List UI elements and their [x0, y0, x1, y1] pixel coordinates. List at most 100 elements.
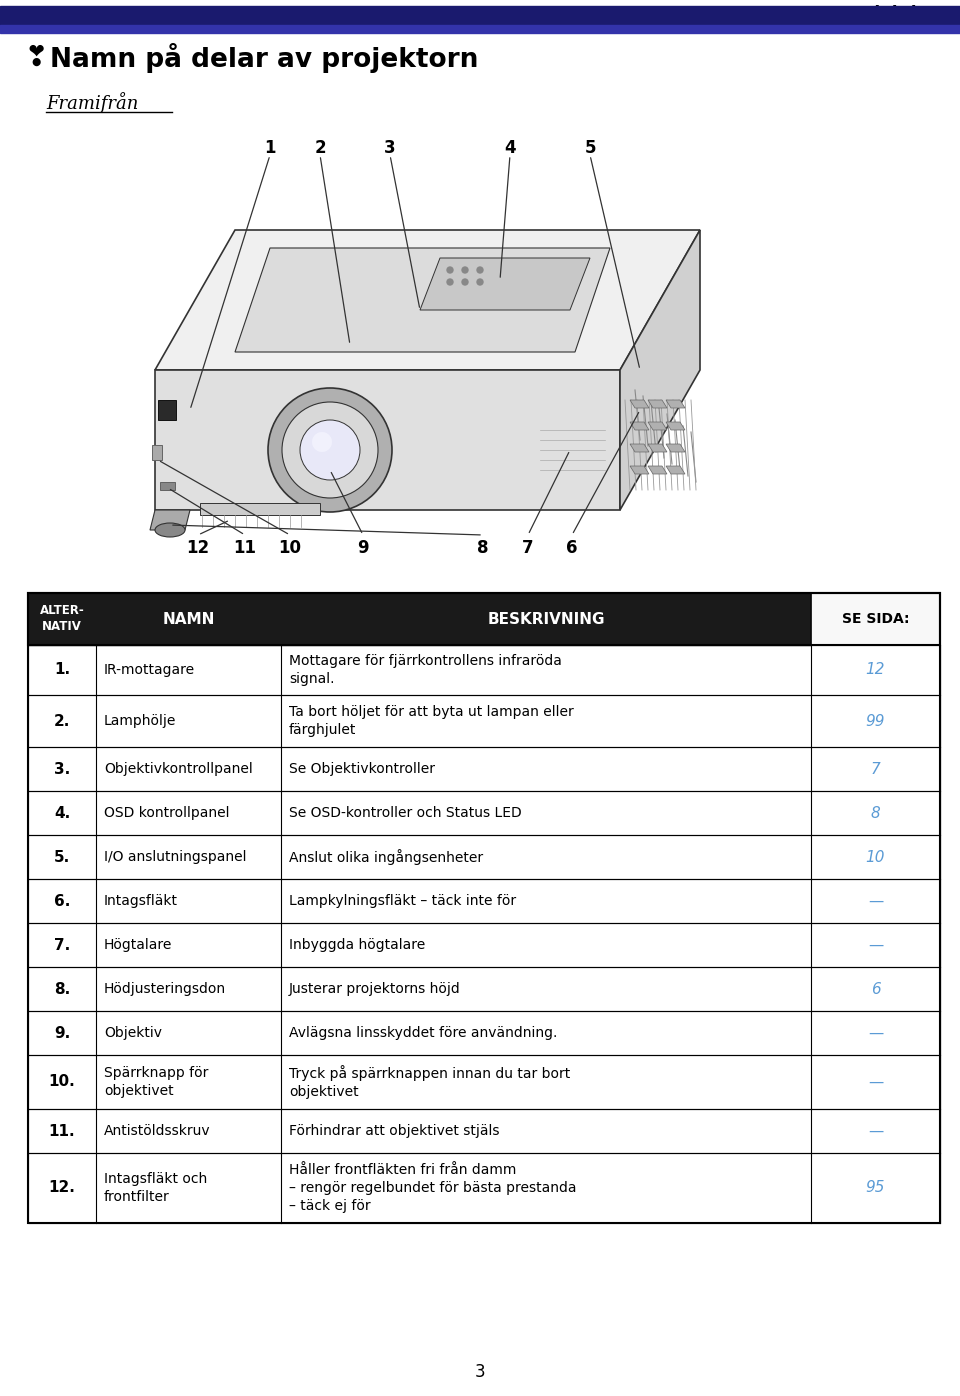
- Text: 4: 4: [504, 140, 516, 156]
- Text: 6: 6: [566, 539, 578, 557]
- Text: IR-mottagare: IR-mottagare: [104, 663, 195, 677]
- Bar: [811, 593, 940, 645]
- Polygon shape: [420, 258, 590, 310]
- Text: 10: 10: [278, 539, 301, 557]
- Text: —: —: [868, 1124, 883, 1139]
- Polygon shape: [150, 510, 190, 530]
- Bar: [200, 503, 320, 515]
- Text: 99: 99: [866, 713, 885, 729]
- Text: Högtalare: Högtalare: [104, 938, 173, 952]
- Text: Se OSD-kontroller och Status LED: Se OSD-kontroller och Status LED: [289, 805, 521, 819]
- Text: NAMN: NAMN: [162, 611, 215, 627]
- Circle shape: [268, 388, 392, 512]
- Text: Namn på delar av projektorn: Namn på delar av projektorn: [50, 43, 478, 73]
- Text: 3.: 3.: [54, 761, 70, 776]
- Text: 8.: 8.: [54, 981, 70, 997]
- Polygon shape: [155, 230, 700, 370]
- Text: 2: 2: [314, 140, 325, 156]
- Circle shape: [300, 420, 360, 480]
- Text: —: —: [868, 938, 883, 952]
- Polygon shape: [155, 370, 620, 510]
- Text: Mottagare för fjärrkontrollens infraröda
signal.: Mottagare för fjärrkontrollens infraröda…: [289, 653, 562, 687]
- Bar: [28, 1153, 940, 1223]
- Text: Tryck på spärrknappen innan du tar bort
objektivet: Tryck på spärrknappen innan du tar bort …: [289, 1065, 570, 1099]
- Polygon shape: [648, 401, 667, 408]
- Text: Se Objektivkontroller: Se Objektivkontroller: [289, 762, 435, 776]
- Bar: [28, 792, 940, 835]
- Bar: [160, 482, 175, 490]
- Bar: [28, 695, 940, 747]
- Circle shape: [477, 267, 483, 274]
- Ellipse shape: [155, 524, 185, 537]
- Text: 4.: 4.: [54, 805, 70, 821]
- Bar: [28, 593, 96, 645]
- Bar: [28, 1011, 940, 1055]
- Text: —: —: [868, 1026, 883, 1040]
- Text: 11.: 11.: [49, 1124, 75, 1139]
- Bar: [158, 401, 176, 420]
- Bar: [28, 879, 940, 923]
- Text: 12: 12: [866, 663, 885, 677]
- Text: 6.: 6.: [54, 893, 70, 909]
- Text: Lamphölje: Lamphölje: [104, 713, 177, 727]
- Text: Antistöldsskruv: Antistöldsskruv: [104, 1124, 210, 1138]
- Text: Framifrån: Framifrån: [46, 92, 138, 113]
- Bar: [96, 593, 281, 645]
- Polygon shape: [666, 466, 685, 475]
- Text: 1.: 1.: [54, 663, 70, 677]
- Circle shape: [447, 267, 453, 274]
- Text: 6: 6: [871, 981, 880, 997]
- Bar: [28, 835, 940, 879]
- Polygon shape: [630, 422, 649, 430]
- Polygon shape: [630, 401, 649, 408]
- Bar: [28, 923, 940, 967]
- Text: 12: 12: [186, 539, 209, 557]
- Text: —: —: [868, 893, 883, 909]
- Text: Avlägsna linsskyddet före användning.: Avlägsna linsskyddet före användning.: [289, 1026, 558, 1040]
- Bar: [28, 593, 940, 1223]
- Text: 11: 11: [233, 539, 256, 557]
- Text: Spärrknapp för
objektivet: Spärrknapp för objektivet: [104, 1065, 208, 1099]
- Text: SE SIDA:: SE SIDA:: [842, 611, 909, 625]
- Text: OSD kontrollpanel: OSD kontrollpanel: [104, 805, 229, 819]
- Text: Hödjusteringsdon: Hödjusteringsdon: [104, 981, 227, 995]
- Text: 9: 9: [357, 539, 369, 557]
- Circle shape: [477, 279, 483, 285]
- Bar: [28, 1153, 940, 1223]
- Text: Objektiv: Objektiv: [104, 1026, 162, 1040]
- Bar: [811, 593, 940, 645]
- Text: 1: 1: [264, 140, 276, 156]
- Text: 8: 8: [871, 805, 880, 821]
- Bar: [28, 593, 940, 645]
- Text: Justerar projektorns höjd: Justerar projektorns höjd: [289, 981, 461, 995]
- Polygon shape: [648, 466, 667, 475]
- Text: 12.: 12.: [49, 1181, 76, 1195]
- Text: Intagsfläkt: Intagsfläkt: [104, 893, 178, 907]
- Bar: [28, 792, 940, 835]
- Bar: [28, 835, 940, 879]
- Text: Anslut olika ingångsenheter: Anslut olika ingångsenheter: [289, 849, 483, 866]
- Text: Lampkylningsfläkt – täck inte för: Lampkylningsfläkt – täck inte för: [289, 893, 516, 907]
- Text: 3: 3: [474, 1362, 486, 1381]
- Text: Förhindrar att objektivet stjäls: Förhindrar att objektivet stjäls: [289, 1124, 499, 1138]
- Text: 95: 95: [866, 1181, 885, 1195]
- Polygon shape: [630, 466, 649, 475]
- Text: 7: 7: [871, 761, 880, 776]
- Bar: [28, 879, 940, 923]
- Circle shape: [312, 431, 332, 452]
- Bar: [28, 1055, 940, 1108]
- Circle shape: [282, 402, 378, 498]
- Bar: [28, 923, 940, 967]
- Bar: [28, 1108, 940, 1153]
- Polygon shape: [666, 422, 685, 430]
- Text: 10.: 10.: [49, 1075, 76, 1089]
- Bar: [28, 695, 940, 747]
- Text: 10: 10: [866, 850, 885, 864]
- Bar: [28, 645, 940, 695]
- Text: Objektivkontrollpanel: Objektivkontrollpanel: [104, 762, 252, 776]
- Text: BESKRIVNING: BESKRIVNING: [488, 611, 605, 627]
- Bar: [28, 747, 940, 792]
- Text: 7.: 7.: [54, 938, 70, 952]
- Bar: [28, 645, 940, 695]
- Text: ❣: ❣: [24, 45, 47, 73]
